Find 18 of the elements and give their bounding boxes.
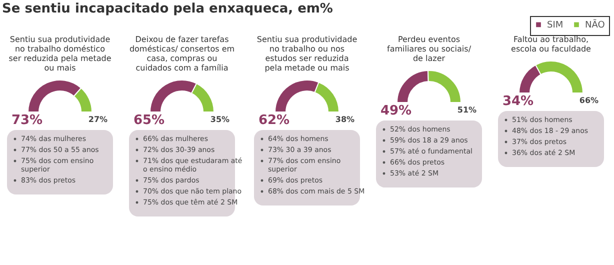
- data-label: 51%: [457, 106, 477, 114]
- data-label: 73%: [11, 113, 43, 128]
- data-label: 34%: [502, 94, 534, 109]
- data-label: 65%: [133, 113, 165, 128]
- chart-subtitle: Perdeu eventos familiares ou sociais/ de lazer: [386, 35, 472, 63]
- legend-label: SIM: [547, 20, 564, 31]
- text: Faltou ao trabalho, escola ou faculdade: [511, 35, 592, 54]
- data-label: 27%: [88, 115, 108, 124]
- text: Se sentiu incapacitado pela enxaqueca, em%: [2, 2, 333, 16]
- data-label: 38%: [335, 115, 355, 124]
- data-label: 35%: [210, 115, 230, 124]
- chart-subtitle: Deixou de fazer tarefas domésticas/ consertos em casa, compras ou cuidados com a família: [129, 35, 235, 72]
- data-label: 66%: [579, 96, 599, 105]
- data-label: 49%: [380, 104, 412, 118]
- chart-subtitle: Sentiu sua produtividade no trabalho ou nos estudos ser reduzida pela metade ou mais: [256, 35, 358, 72]
- data-label: 62%: [258, 113, 290, 128]
- legend-label: NÃO: [585, 18, 605, 31]
- chart-subtitle: Sentiu sua produtividade no trabalho doméstico ser reduzida pela metade ou mais: [8, 35, 112, 72]
